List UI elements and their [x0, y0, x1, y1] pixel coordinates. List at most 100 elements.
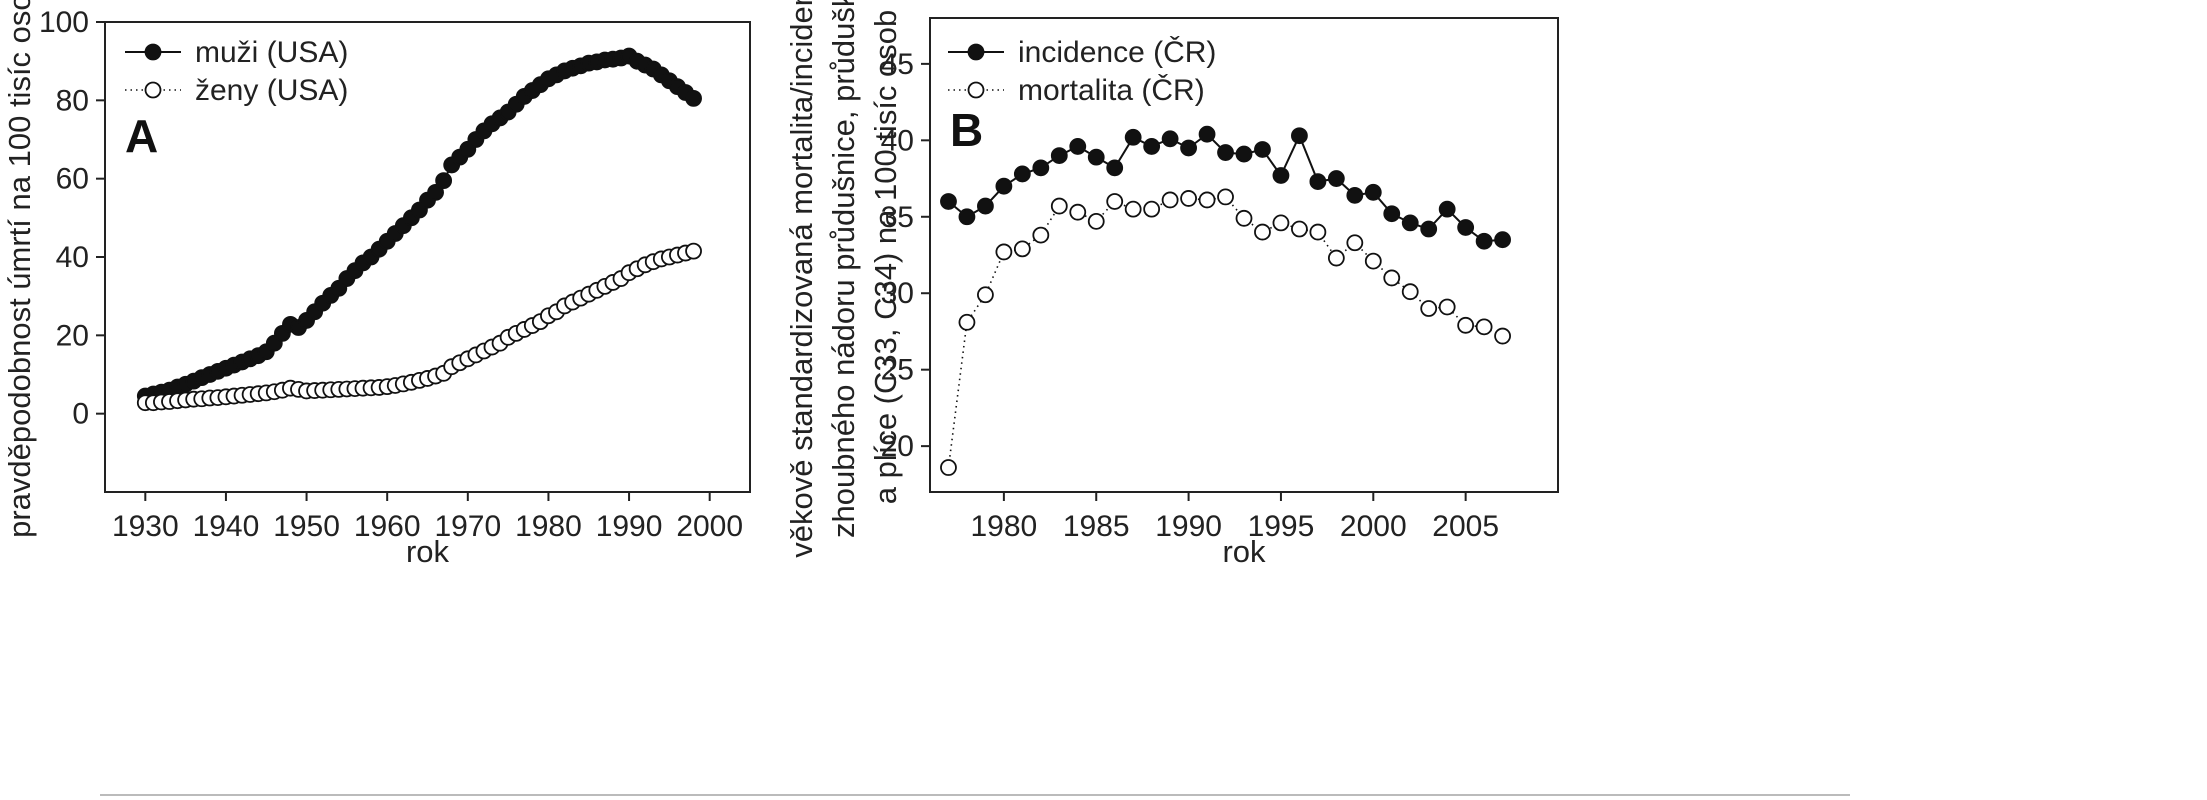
data-point: [1032, 159, 1050, 177]
x-axis-title: rok: [1222, 534, 1266, 569]
legend-entry: ženy (USA): [125, 74, 348, 107]
y-tick-label: 35: [881, 201, 914, 234]
data-point: [977, 197, 994, 215]
x-tick-label: 1940: [193, 510, 260, 543]
data-point: [435, 172, 453, 190]
data-point: [1327, 170, 1345, 187]
legend-label: muži (USA): [195, 36, 348, 69]
y-tick-label: 25: [881, 354, 914, 387]
y-axis-title: věkově standardizovaná mortalita/inciden…: [784, 0, 819, 558]
legend-marker: [144, 43, 162, 61]
series-open: [940, 188, 1511, 476]
data-point: [1069, 203, 1087, 221]
plot-frame: [929, 17, 1559, 493]
y-tick-label: 20: [56, 319, 89, 352]
x-tick-label: 1980: [515, 510, 582, 543]
data-point: [1180, 139, 1197, 157]
data-point: [1291, 220, 1308, 238]
x-tick-label: 1995: [1248, 510, 1315, 543]
chart-panel-b: 1980 1985 1990 1995 2000 2005 20 25 30 35 40 45 rok v…: [784, 0, 1559, 569]
data-point: [940, 193, 957, 210]
data-point: [995, 177, 1013, 195]
y-tick-label: 0: [72, 398, 89, 431]
data-point: [1032, 226, 1050, 244]
x-tick-label: 1990: [596, 510, 663, 543]
data-point: [1050, 147, 1068, 165]
data-point: [1217, 188, 1234, 206]
data-point: [1198, 125, 1216, 143]
legend-entry: muži (USA): [125, 36, 348, 69]
legend-marker: [967, 43, 985, 61]
legend-marker: [144, 81, 162, 99]
data-point: [1309, 223, 1327, 241]
x-tick-label: 1985: [1063, 510, 1130, 543]
data-point: [1087, 148, 1105, 166]
y-tick-label: 45: [881, 48, 914, 81]
y-tick-label: 20: [881, 430, 914, 463]
data-point: [1475, 318, 1493, 336]
data-point: [1087, 212, 1105, 230]
x-tick-label: 1960: [354, 510, 421, 543]
data-point: [1457, 219, 1475, 236]
data-point: [1143, 200, 1161, 218]
chart-panel-a: 1930 1940 1950 1960 1970 1980 1990 2000 0 20 40 60 8…: [2, 0, 751, 569]
data-point: [1346, 234, 1364, 252]
x-tick-label: 1990: [1155, 510, 1222, 543]
data-point: [1161, 130, 1179, 148]
data-point: [1457, 316, 1475, 334]
data-point: [1438, 298, 1456, 316]
x-tick-label: 2000: [1340, 510, 1407, 543]
series-filled: [136, 47, 702, 405]
y-axis-title: zhoubného nádoru průdušnice, průdušky: [826, 0, 861, 538]
data-point: [1420, 220, 1438, 238]
data-point: [1327, 249, 1345, 267]
data-point: [1013, 240, 1031, 258]
data-point: [958, 313, 976, 331]
data-point: [1272, 167, 1290, 184]
series-line: [947, 196, 1503, 468]
data-point: [685, 242, 702, 260]
data-point: [1346, 186, 1364, 204]
data-point: [1106, 159, 1124, 177]
data-point: [1235, 209, 1253, 227]
data-point: [1180, 190, 1197, 207]
x-tick-label: 1970: [434, 510, 501, 543]
y-tick-label: 40: [56, 241, 89, 274]
y-tick-label: 100: [39, 6, 89, 39]
series-line: [145, 55, 695, 397]
y-tick-label: 30: [881, 277, 914, 310]
data-point: [977, 286, 994, 304]
series-filled: [940, 125, 1511, 250]
data-point: [1494, 231, 1511, 249]
data-point: [1069, 138, 1087, 155]
data-point: [1438, 200, 1456, 218]
data-point: [1475, 232, 1493, 250]
y-tick-label: 40: [881, 124, 914, 157]
data-point: [1254, 223, 1271, 241]
legend-entry: mortalita (ČR): [948, 73, 1205, 107]
data-point: [1383, 205, 1401, 223]
legend-marker: [967, 81, 985, 99]
legend-label: ženy (USA): [195, 74, 348, 107]
data-point: [1494, 327, 1511, 345]
data-point: [1013, 165, 1031, 183]
y-tick-label: 60: [56, 163, 89, 196]
data-point: [1401, 283, 1419, 301]
legend-label: mortalita (ČR): [1018, 73, 1205, 107]
panel-letter: A: [125, 110, 158, 162]
data-point: [1124, 128, 1142, 146]
data-point: [1217, 144, 1234, 161]
x-tick-label: 1930: [112, 510, 179, 543]
y-axis-title: pravděpodobnost úmrtí na 100 tisíc osob: [2, 0, 37, 538]
data-point: [427, 183, 444, 201]
data-point: [1383, 269, 1401, 287]
series-open: [136, 242, 702, 412]
data-point: [1420, 300, 1438, 317]
data-point: [1364, 183, 1382, 201]
data-point: [1050, 197, 1068, 215]
data-point: [1106, 193, 1124, 210]
data-point: [1124, 200, 1142, 218]
x-tick-label: 1950: [273, 510, 340, 543]
data-point: [940, 459, 957, 476]
